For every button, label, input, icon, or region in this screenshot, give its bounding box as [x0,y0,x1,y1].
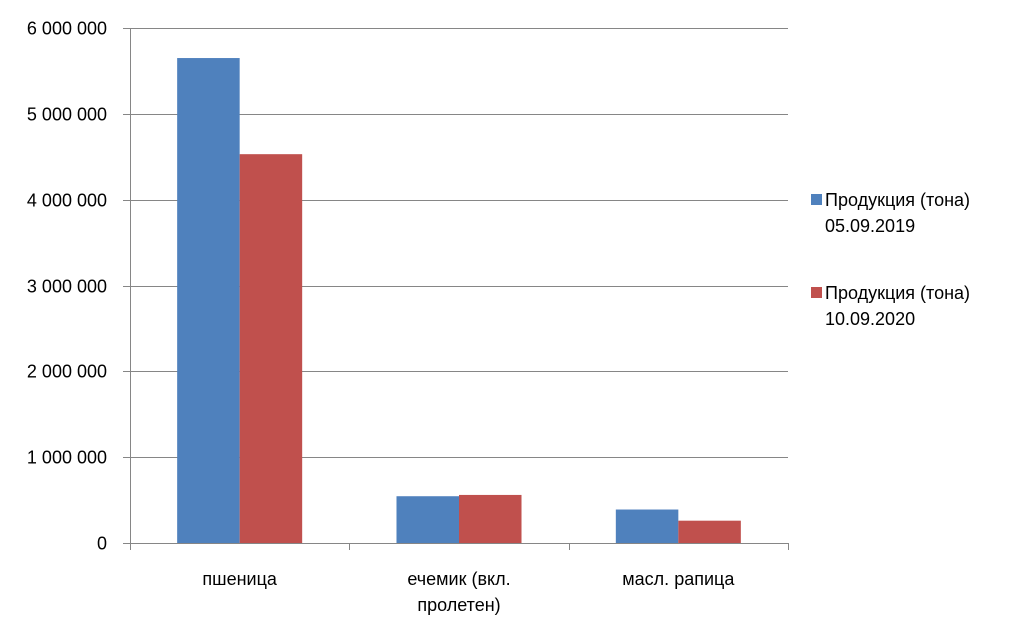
y-tick-label: 0 [97,534,107,554]
bar [459,494,522,543]
bar [615,509,679,543]
y-tick-label: 6 000 000 [27,19,107,39]
legend-swatch [811,287,822,298]
legend-label: 05.09.2019 [825,216,915,236]
bars [177,58,741,544]
x-category-label: пролетен) [417,595,500,615]
axes [123,28,789,550]
bar [239,154,303,544]
x-category-label: ечемик (вкл. [407,569,510,589]
bar [678,520,741,543]
legend-label: Продукция (тона) [825,283,970,303]
legend-label: Продукция (тона) [825,190,970,210]
y-tick-label: 5 000 000 [27,105,107,125]
y-axis-tick-labels: 0 1 000 000 2 000 000 3 000 000 4 000 000 5 0… [27,19,107,554]
y-tick-label: 4 000 000 [27,191,107,211]
y-tick-label: 3 000 000 [27,277,107,297]
bar [396,496,459,543]
legend-label: 10.09.2020 [825,309,915,329]
bar [177,58,240,544]
x-axis-category-labels: пшеница ечемик (вкл. пролетен) масл. рапица [202,569,735,615]
legend: Продукция (тона) 05.09.2019 Продукция (тон… [811,190,970,329]
y-tick-label: 1 000 000 [27,448,107,468]
y-tick-label: 2 000 000 [27,362,107,382]
x-category-label: пшеница [202,569,278,589]
x-category-label: масл. рапица [622,569,735,589]
legend-swatch [811,194,822,205]
